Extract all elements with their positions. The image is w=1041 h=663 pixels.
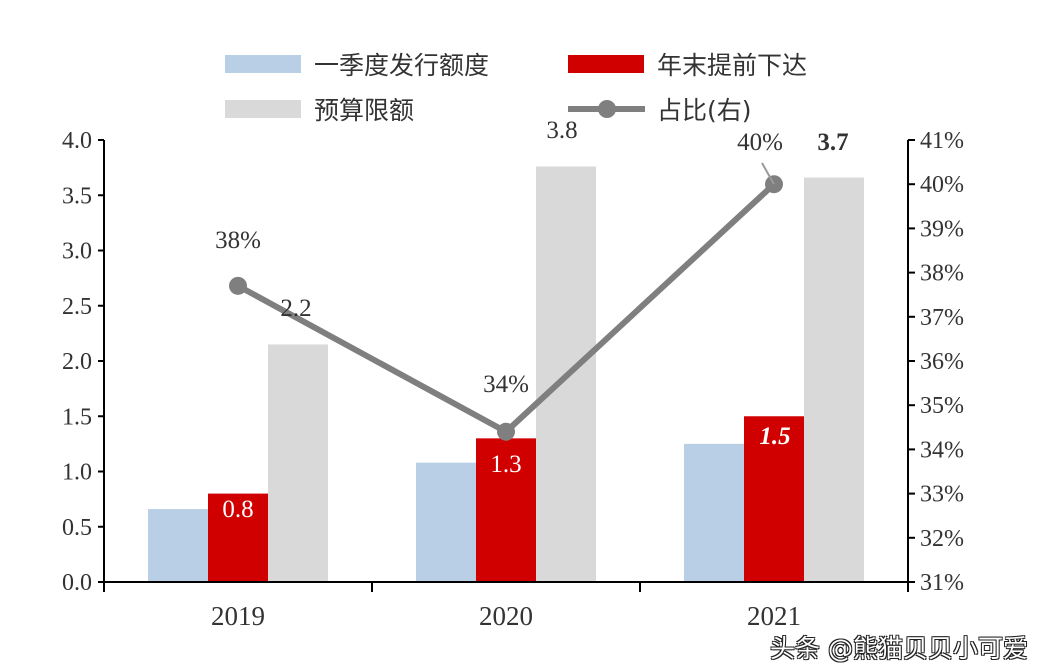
watermark: 头条 @熊猫贝贝小可爱 bbox=[770, 634, 1028, 663]
line-data-label: 40% bbox=[737, 129, 783, 156]
left-tick-label: 3.5 bbox=[62, 183, 92, 209]
bar-一季度发行额度-2020 bbox=[416, 462, 476, 582]
right-tick-label: 41% bbox=[920, 128, 964, 154]
x-tick-label: 2021 bbox=[747, 601, 801, 631]
bar-预算限额-2021 bbox=[804, 177, 864, 582]
right-tick-label: 32% bbox=[920, 526, 964, 552]
bar-data-label: 1.3 bbox=[490, 451, 521, 478]
bar-data-label: 0.8 bbox=[222, 496, 253, 523]
left-tick-label: 1.0 bbox=[62, 460, 92, 486]
legend-marker bbox=[598, 100, 616, 118]
bar-data-label: 2.2 bbox=[280, 295, 311, 322]
left-tick-label: 3.0 bbox=[62, 239, 92, 265]
label-leader-line bbox=[761, 162, 775, 185]
right-tick-label: 40% bbox=[920, 172, 964, 198]
bar-data-label: 1.5 bbox=[759, 423, 790, 450]
line-data-label: 38% bbox=[215, 227, 261, 254]
bar-年末提前下达-2019 bbox=[208, 493, 268, 582]
right-tick-label: 31% bbox=[920, 570, 964, 596]
left-tick-label: 2.5 bbox=[62, 294, 92, 320]
bar-data-label: 3.8 bbox=[546, 117, 577, 144]
bar-年末提前下达-2021 bbox=[744, 416, 804, 582]
right-tick-label: 36% bbox=[920, 349, 964, 375]
bar-data-label: 3.7 bbox=[817, 129, 848, 156]
left-tick-label: 0.5 bbox=[62, 515, 92, 541]
x-tick-label: 2020 bbox=[479, 601, 533, 631]
bar-一季度发行额度-2019 bbox=[148, 509, 208, 582]
bar-一季度发行额度-2021 bbox=[684, 443, 744, 582]
x-tick-label: 2019 bbox=[211, 601, 265, 631]
legend-swatch bbox=[225, 100, 301, 118]
legend-label: 占比(右) bbox=[657, 96, 752, 125]
left-tick-label: 0.0 bbox=[62, 570, 92, 596]
legend-swatch bbox=[225, 55, 301, 73]
right-tick-label: 37% bbox=[920, 305, 964, 331]
left-tick-label: 1.5 bbox=[62, 404, 92, 430]
left-tick-label: 4.0 bbox=[62, 128, 92, 154]
right-tick-label: 38% bbox=[920, 261, 964, 287]
right-tick-label: 34% bbox=[920, 437, 964, 463]
line-data-label: 34% bbox=[483, 371, 529, 398]
legend-swatch bbox=[568, 55, 644, 73]
legend-label: 年末提前下达 bbox=[657, 51, 807, 80]
legend-label: 一季度发行额度 bbox=[314, 51, 489, 80]
line-point-2019 bbox=[229, 276, 247, 295]
left-tick-label: 2.0 bbox=[62, 349, 92, 375]
line-point-2020 bbox=[497, 422, 515, 441]
right-tick-label: 33% bbox=[920, 482, 964, 508]
bar-年末提前下达-2020 bbox=[476, 438, 536, 582]
right-tick-label: 39% bbox=[920, 216, 964, 242]
legend-label: 预算限额 bbox=[314, 96, 414, 125]
right-tick-label: 35% bbox=[920, 393, 964, 419]
bar-预算限额-2019 bbox=[268, 344, 328, 582]
